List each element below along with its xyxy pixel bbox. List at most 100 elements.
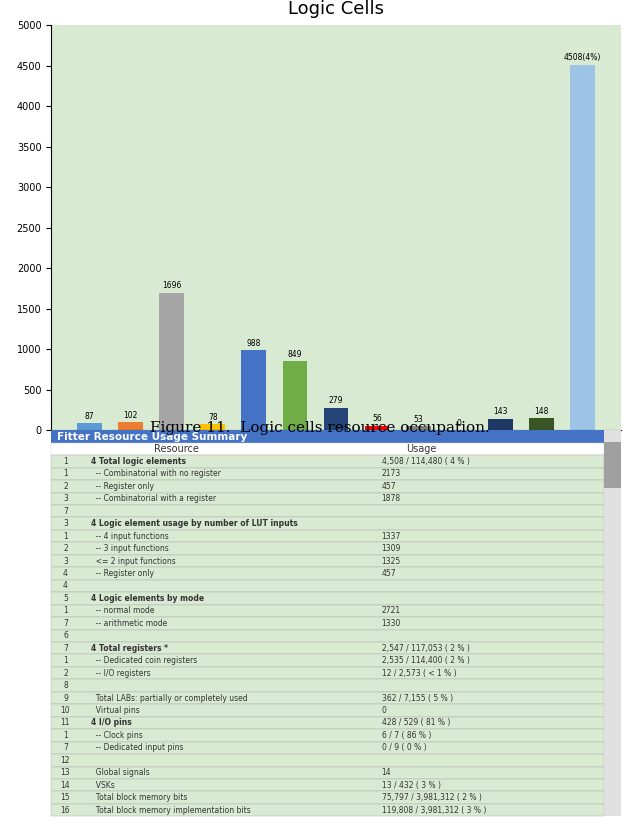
- Text: 9: 9: [63, 694, 68, 702]
- Text: 457: 457: [381, 481, 396, 491]
- Text: 1696: 1696: [162, 282, 181, 291]
- Text: 428 / 529 ( 81 % ): 428 / 529 ( 81 % ): [381, 718, 450, 727]
- Text: 102: 102: [124, 411, 138, 420]
- Text: 6 / 7 ( 86 % ): 6 / 7 ( 86 % ): [381, 731, 431, 740]
- Bar: [406, 426, 431, 431]
- FancyBboxPatch shape: [51, 692, 604, 704]
- Bar: [118, 422, 143, 431]
- Text: 14: 14: [381, 768, 391, 777]
- Text: 362 / 7,155 ( 5 % ): 362 / 7,155 ( 5 % ): [381, 694, 452, 702]
- Text: 4,508 / 114,480 ( 4 % ): 4,508 / 114,480 ( 4 % ): [381, 457, 470, 466]
- Text: 4508(4%): 4508(4%): [564, 53, 601, 62]
- FancyBboxPatch shape: [51, 617, 604, 630]
- Text: 7: 7: [63, 506, 68, 516]
- Text: 849: 849: [287, 350, 302, 359]
- Text: 2: 2: [63, 544, 68, 553]
- FancyBboxPatch shape: [51, 667, 604, 680]
- Text: 3: 3: [63, 556, 68, 566]
- FancyBboxPatch shape: [51, 567, 604, 580]
- Text: 13 / 432 ( 3 % ): 13 / 432 ( 3 % ): [381, 781, 440, 790]
- Text: 4: 4: [63, 569, 68, 578]
- Bar: [324, 407, 348, 431]
- FancyBboxPatch shape: [604, 441, 621, 488]
- Bar: [570, 65, 595, 431]
- Text: -- Dedicated coin registers: -- Dedicated coin registers: [91, 656, 197, 666]
- FancyBboxPatch shape: [51, 480, 604, 492]
- FancyBboxPatch shape: [51, 680, 604, 692]
- Text: 12 / 2,573 ( < 1 % ): 12 / 2,573 ( < 1 % ): [381, 669, 456, 677]
- Text: 14: 14: [61, 781, 70, 790]
- Text: 1309: 1309: [381, 544, 401, 553]
- Text: Total LABs: partially or completely used: Total LABs: partially or completely used: [91, 694, 248, 702]
- Bar: [488, 419, 513, 431]
- FancyBboxPatch shape: [51, 791, 604, 804]
- Text: 1337: 1337: [381, 531, 401, 541]
- Text: 4 Total registers *: 4 Total registers *: [91, 644, 168, 653]
- FancyBboxPatch shape: [604, 431, 621, 443]
- Text: 0 / 9 ( 0 % ): 0 / 9 ( 0 % ): [381, 743, 426, 752]
- Text: 2173: 2173: [381, 470, 401, 478]
- Bar: [241, 350, 266, 431]
- Text: 1: 1: [63, 531, 68, 541]
- Text: Total block memory bits: Total block memory bits: [91, 793, 188, 802]
- Text: Total block memory implementation bits: Total block memory implementation bits: [91, 806, 251, 815]
- Text: 15: 15: [61, 793, 70, 802]
- Text: 148: 148: [534, 407, 548, 416]
- Text: 4 Logic elements by mode: 4 Logic elements by mode: [91, 594, 204, 603]
- Text: 5: 5: [63, 594, 68, 603]
- Text: Global signals: Global signals: [91, 768, 150, 777]
- FancyBboxPatch shape: [51, 492, 604, 505]
- Bar: [365, 426, 389, 431]
- FancyBboxPatch shape: [51, 530, 604, 542]
- Text: 1: 1: [63, 606, 68, 616]
- Text: <= 2 input functions: <= 2 input functions: [91, 556, 176, 566]
- Text: -- 4 input functions: -- 4 input functions: [91, 531, 169, 541]
- Text: 0: 0: [457, 419, 461, 428]
- Text: 75,797 / 3,981,312 ( 2 % ): 75,797 / 3,981,312 ( 2 % ): [381, 793, 481, 802]
- Bar: [283, 362, 307, 431]
- FancyBboxPatch shape: [51, 542, 604, 555]
- Text: VSKs: VSKs: [91, 781, 115, 790]
- Text: 1: 1: [63, 470, 68, 478]
- Text: -- I/O registers: -- I/O registers: [91, 669, 150, 677]
- FancyBboxPatch shape: [51, 467, 604, 480]
- Text: Figure 11.  Logic cells resource occupation.: Figure 11. Logic cells resource occupati…: [150, 421, 490, 435]
- FancyBboxPatch shape: [51, 716, 604, 729]
- FancyBboxPatch shape: [51, 729, 604, 741]
- Text: 53: 53: [413, 415, 423, 424]
- FancyBboxPatch shape: [51, 804, 604, 816]
- Text: 988: 988: [246, 339, 261, 348]
- Text: Virtual pins: Virtual pins: [91, 706, 140, 715]
- FancyBboxPatch shape: [51, 455, 604, 467]
- Bar: [77, 423, 102, 431]
- Text: -- Dedicated input pins: -- Dedicated input pins: [91, 743, 184, 752]
- Text: 4: 4: [63, 581, 68, 591]
- Text: 457: 457: [381, 569, 396, 578]
- Text: 4 I/O pins: 4 I/O pins: [91, 718, 132, 727]
- FancyBboxPatch shape: [51, 704, 604, 716]
- Text: 1: 1: [63, 656, 68, 666]
- Text: 2: 2: [63, 481, 68, 491]
- Text: -- Combinatorial with no register: -- Combinatorial with no register: [91, 470, 221, 478]
- Text: 56: 56: [372, 414, 382, 423]
- Text: 10: 10: [61, 706, 70, 715]
- FancyBboxPatch shape: [51, 779, 604, 791]
- Text: -- normal mode: -- normal mode: [91, 606, 155, 616]
- Text: 3: 3: [63, 494, 68, 503]
- Text: 6: 6: [63, 631, 68, 641]
- Text: 1325: 1325: [381, 556, 401, 566]
- Text: -- Register only: -- Register only: [91, 569, 154, 578]
- Text: 8: 8: [63, 681, 68, 690]
- Text: 11: 11: [61, 718, 70, 727]
- FancyBboxPatch shape: [604, 431, 621, 816]
- Legend: fifo1, fifo2, Total Design: fifo1, fifo2, Total Design: [55, 612, 195, 621]
- Text: 2,535 / 114,400 ( 2 % ): 2,535 / 114,400 ( 2 % ): [381, 656, 470, 666]
- Text: Usage: Usage: [406, 444, 436, 454]
- Bar: [200, 424, 225, 431]
- Text: -- Combinatorial with a register: -- Combinatorial with a register: [91, 494, 216, 503]
- Text: 143: 143: [493, 407, 508, 416]
- FancyBboxPatch shape: [51, 754, 604, 766]
- Text: 0: 0: [381, 706, 387, 715]
- FancyBboxPatch shape: [51, 431, 621, 443]
- Title: Logic Cells: Logic Cells: [288, 0, 384, 17]
